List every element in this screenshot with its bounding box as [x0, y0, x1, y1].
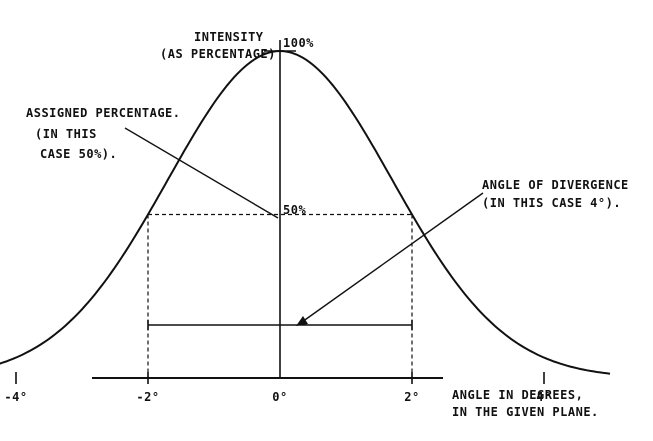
angle-tick-labels: -4° -2° 0° 2° 4° — [4, 390, 551, 404]
x-axis-label-line2: IN THE GIVEN PLANE. — [452, 405, 599, 419]
tick-label: -4° — [4, 390, 27, 404]
tick-label: 2° — [404, 390, 419, 404]
intensity-label-line1: INTENSITY — [194, 30, 264, 44]
assigned-percentage-leader — [124, 127, 279, 219]
assigned-percentage-line2: (IN THIS — [35, 127, 97, 141]
assigned-percentage-line1: ASSIGNED PERCENTAGE. — [26, 106, 181, 120]
intensity-label-line2: (AS PERCENTAGE) — [160, 47, 276, 61]
divergence-label-line1: ANGLE OF DIVERGENCE — [482, 178, 629, 192]
half-intensity-label: 50% — [283, 203, 306, 217]
divergence-label-line2: (IN THIS CASE 4°). — [482, 196, 621, 210]
peak-label: 100% — [283, 36, 314, 50]
divergence-arrow-line — [301, 192, 484, 323]
tick-label: 4° — [536, 390, 551, 404]
divergence-arrowhead-icon — [296, 316, 308, 326]
assigned-percentage-line3: CASE 50%). — [40, 147, 117, 161]
tick-label: 0° — [272, 390, 287, 404]
tick-label: -2° — [136, 390, 159, 404]
x-axis-label-line1: ANGLE IN DEGREES, — [452, 388, 583, 402]
